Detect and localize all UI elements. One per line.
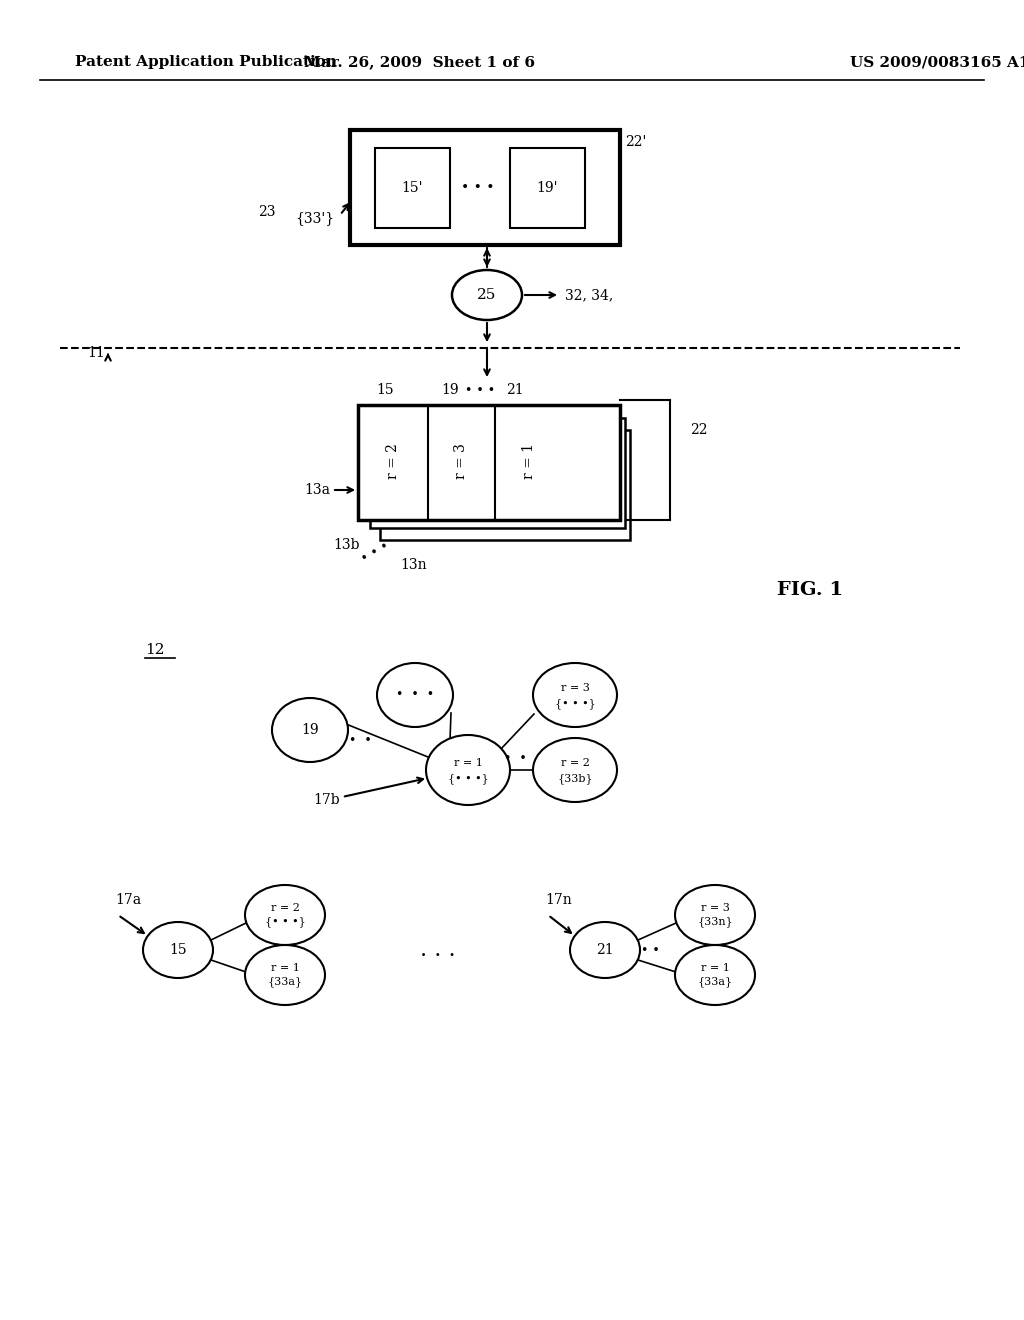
Text: 22: 22 [690, 422, 708, 437]
Text: 23: 23 [258, 205, 275, 219]
Text: r = 1: r = 1 [522, 444, 536, 479]
Bar [350, 129, 620, 246]
Text: {• • •}: {• • •} [447, 774, 488, 784]
Text: r = 2: r = 2 [270, 903, 299, 913]
Text: 19: 19 [301, 723, 318, 737]
Text: 32, 34,: 32, 34, [565, 288, 613, 302]
Ellipse shape [534, 738, 617, 803]
Text: r = 2: r = 2 [560, 758, 590, 768]
Ellipse shape [570, 921, 640, 978]
Text: 17n: 17n [545, 894, 571, 907]
Text: r = 1: r = 1 [454, 758, 482, 768]
Text: • • •: • • • [461, 181, 495, 195]
Text: 13b: 13b [334, 539, 360, 552]
Ellipse shape [675, 945, 755, 1005]
Text: 13n: 13n [400, 558, 427, 572]
Ellipse shape [675, 884, 755, 945]
Text: 11: 11 [87, 346, 105, 360]
Text: 19: 19 [441, 383, 459, 397]
Text: {33n}: {33n} [697, 916, 733, 928]
Text: 25: 25 [477, 288, 497, 302]
Text: {33b}: {33b} [557, 774, 593, 784]
Text: {• • •}: {• • •} [555, 698, 595, 709]
Bar [380, 430, 630, 540]
Ellipse shape [426, 735, 510, 805]
Text: {33'}: {33'} [295, 211, 334, 224]
Ellipse shape [377, 663, 453, 727]
Text: 17b: 17b [313, 793, 340, 807]
Text: {• • •}: {• • •} [264, 916, 305, 928]
Bar [510, 148, 585, 228]
Text: •  •: • • [348, 734, 372, 747]
Ellipse shape [534, 663, 617, 727]
Text: {33a}: {33a} [267, 977, 302, 987]
Text: r = 3: r = 3 [700, 903, 729, 913]
Text: • • •: • • • [358, 539, 391, 565]
Ellipse shape [245, 945, 325, 1005]
Text: Patent Application Publication: Patent Application Publication [75, 55, 337, 69]
Text: Mar. 26, 2009  Sheet 1 of 6: Mar. 26, 2009 Sheet 1 of 6 [304, 55, 536, 69]
Text: US 2009/0083165 A1: US 2009/0083165 A1 [850, 55, 1024, 69]
Text: r = 1: r = 1 [270, 964, 299, 973]
Text: 15: 15 [376, 383, 394, 397]
Text: 12: 12 [145, 643, 165, 657]
Text: . . .: . . . [420, 939, 456, 961]
Ellipse shape [272, 698, 348, 762]
Ellipse shape [143, 921, 213, 978]
Text: 21: 21 [596, 942, 613, 957]
Ellipse shape [452, 271, 522, 319]
Text: 15: 15 [169, 942, 186, 957]
Bar [375, 148, 450, 228]
Ellipse shape [245, 884, 325, 945]
Text: 21: 21 [506, 383, 524, 397]
Text: FIG. 1: FIG. 1 [777, 581, 843, 599]
Text: {33a}: {33a} [697, 977, 732, 987]
Text: r = 1: r = 1 [700, 964, 729, 973]
Text: 19': 19' [537, 181, 558, 195]
Text: r = 2: r = 2 [386, 444, 400, 479]
Bar [370, 418, 625, 528]
Text: 22': 22' [625, 135, 646, 149]
Text: r = 3: r = 3 [454, 444, 468, 479]
Bar [358, 405, 620, 520]
Text: r = 3: r = 3 [560, 682, 590, 693]
Text: •  •  •: • • • [396, 689, 434, 701]
Text: 17a: 17a [115, 894, 141, 907]
Text: • • •: • • • [465, 384, 495, 396]
Text: 15': 15' [401, 181, 423, 195]
Text: • •: • • [641, 944, 659, 957]
Text: •  •: • • [504, 751, 526, 764]
Text: 13a: 13a [304, 483, 330, 498]
